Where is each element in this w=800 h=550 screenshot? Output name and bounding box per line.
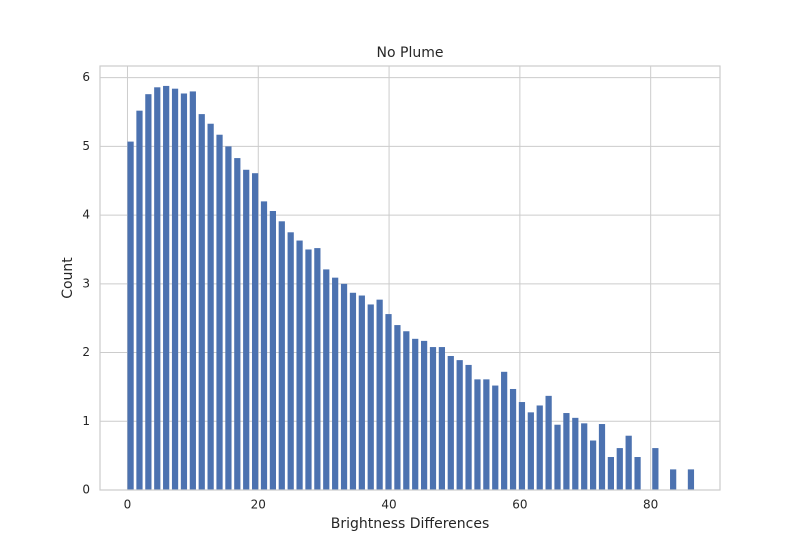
bar [634, 457, 641, 490]
bar [278, 221, 285, 490]
bar [216, 134, 223, 490]
bar [429, 347, 437, 490]
bar [563, 413, 570, 490]
bar [358, 295, 365, 490]
bar [136, 110, 143, 490]
bar [465, 364, 472, 490]
bar [403, 331, 410, 490]
y-tick-label: 0 [82, 483, 90, 497]
bar [492, 385, 499, 490]
bar [243, 169, 250, 491]
bar [607, 457, 614, 490]
bar [536, 405, 543, 490]
bar [652, 448, 659, 490]
bar [545, 395, 552, 490]
x-tick-label: 80 [643, 498, 658, 512]
bar [198, 114, 205, 490]
bar [349, 292, 357, 490]
bar [483, 379, 490, 490]
bar [598, 424, 606, 490]
bar [323, 269, 330, 490]
bar [154, 87, 161, 491]
bar [163, 85, 170, 491]
y-tick-label: 5 [82, 139, 90, 153]
bar [572, 417, 579, 490]
bar [589, 440, 597, 490]
bar [314, 248, 321, 490]
bar [332, 277, 339, 490]
x-tick-label: 0 [124, 498, 132, 512]
bar [474, 379, 481, 490]
bar [287, 232, 294, 490]
bar [251, 173, 259, 491]
bar [447, 355, 454, 490]
bar [225, 146, 232, 490]
bar [412, 338, 419, 490]
bar [625, 435, 632, 490]
bar [509, 388, 517, 490]
x-tick-label: 20 [251, 498, 266, 512]
bar [260, 201, 268, 491]
bar [687, 469, 695, 490]
bar [581, 423, 588, 490]
bar [385, 314, 392, 490]
y-tick-label: 1 [82, 414, 90, 428]
y-tick-label: 4 [82, 208, 90, 222]
chart-title: No Plume [377, 45, 444, 61]
y-tick-label: 2 [82, 345, 90, 359]
bar [456, 360, 463, 490]
x-tick-label: 40 [381, 498, 396, 512]
bar [394, 325, 401, 490]
bar [305, 249, 312, 490]
bar [376, 299, 383, 490]
bar [670, 469, 677, 490]
bar [527, 412, 534, 490]
bar [145, 94, 152, 490]
x-tick-label: 60 [512, 498, 527, 512]
bar [296, 240, 303, 490]
bar [180, 93, 188, 490]
bar [420, 340, 428, 490]
y-tick-label: 3 [82, 276, 90, 290]
plot-frame [99, 65, 721, 491]
x-axis-label: Brightness Differences [331, 516, 490, 532]
bar [127, 141, 134, 491]
bar [189, 91, 196, 490]
bar [234, 158, 241, 490]
bar [367, 304, 374, 490]
y-tick-label: 6 [82, 70, 90, 84]
bar [554, 424, 561, 490]
bar [501, 371, 508, 490]
bar [340, 283, 348, 490]
bar [438, 347, 446, 490]
y-axis-label: Count [60, 257, 76, 299]
bar [269, 210, 277, 490]
bar [207, 123, 214, 490]
bar [171, 88, 179, 490]
bar [616, 448, 623, 490]
bar [518, 402, 526, 490]
